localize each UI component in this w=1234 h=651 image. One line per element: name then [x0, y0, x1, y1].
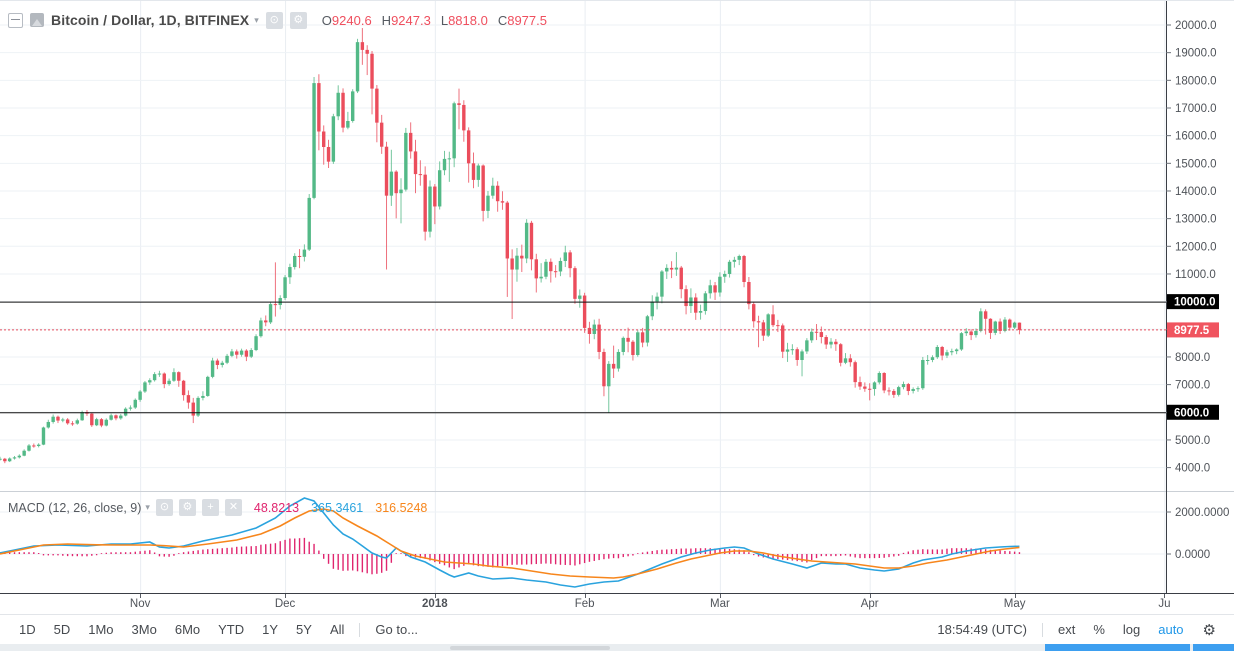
svg-text:8000.0: 8000.0 — [1175, 352, 1210, 364]
price-tag: 6000.0 — [1167, 404, 1219, 420]
gear-icon[interactable]: ⚙ — [289, 11, 307, 29]
macd-hist-value: 48.8213 — [253, 500, 300, 515]
range-buttons: 1D 5D 1Mo 3Mo 6Mo YTD 1Y 5Y All Go to... — [0, 619, 427, 640]
bottom-scroll-strip — [0, 644, 1234, 651]
chevron-down-icon[interactable]: ▾ — [145, 502, 150, 512]
time-axis[interactable]: Nov Dec 2018 Feb Mar Apr May Ju — [0, 594, 1234, 614]
compare-icon[interactable]: ⊙ — [265, 11, 283, 29]
close-value: 8977.5 — [507, 12, 547, 28]
exchange-logo-icon — [30, 13, 44, 27]
chevron-down-icon[interactable]: ▾ — [254, 14, 259, 25]
macd-values: 48.8213 365.3461 316.5248 — [254, 501, 427, 515]
macd-title[interactable]: MACD (12, 26, close, 9) — [8, 500, 142, 515]
time-axis-tick — [285, 594, 287, 598]
time-axis-label: May — [1003, 598, 1026, 610]
range-5y[interactable]: 5Y — [296, 622, 312, 637]
range-ytd[interactable]: YTD — [218, 622, 245, 637]
time-axis-tick — [1014, 594, 1016, 598]
time-axis-label: Feb — [574, 598, 595, 610]
macd-pane — [0, 497, 1021, 588]
svg-text:19000.0: 19000.0 — [1175, 48, 1217, 60]
toolbar-separator — [359, 622, 361, 637]
time-axis-label: Mar — [709, 598, 730, 610]
price-tag: 10000.0 — [1167, 294, 1219, 310]
time-axis-tick — [1164, 594, 1166, 598]
open-value: 9240.6 — [331, 12, 372, 28]
time-axis-tick — [140, 594, 142, 598]
time-axis-label: Apr — [860, 598, 879, 610]
time-axis-label: Nov — [129, 598, 151, 610]
scrollbar-thumb[interactable] — [450, 646, 610, 650]
svg-text:4000.0: 4000.0 — [1175, 463, 1210, 475]
time-axis-label: Dec — [274, 598, 296, 610]
symbol-header: Bitcoin / Dollar, 1D, BITFINEX ▾ ⊙ ⚙ O92… — [8, 11, 547, 29]
time-axis-tick — [869, 594, 871, 598]
auto-scale-toggle[interactable]: auto — [1158, 622, 1184, 637]
ohlc-readout: O9240.6 H9247.3 L8818.0 C8977.5 — [321, 12, 547, 28]
high-value: 9247.3 — [391, 12, 431, 28]
svg-text:8977.5: 8977.5 — [1174, 325, 1210, 337]
range-3mo[interactable]: 3Mo — [131, 622, 157, 637]
svg-text:20000.0: 20000.0 — [1175, 20, 1217, 32]
svg-text:18000.0: 18000.0 — [1175, 75, 1217, 87]
range-1d[interactable]: 1D — [19, 622, 36, 637]
svg-text:11000.0: 11000.0 — [1175, 269, 1216, 281]
svg-text:2000.0000: 2000.0000 — [1175, 507, 1229, 519]
svg-text:13000.0: 13000.0 — [1175, 214, 1217, 226]
close-icon[interactable]: ✕ — [224, 499, 242, 516]
goto-button[interactable]: Go to... — [375, 622, 419, 637]
time-axis-label: Ju — [1158, 598, 1171, 610]
blue-progress-bar — [1193, 644, 1234, 651]
bottom-toolbar: 1D 5D 1Mo 3Mo 6Mo YTD 1Y 5Y All Go to...… — [0, 614, 1234, 644]
gear-icon[interactable]: ⚙ — [178, 499, 196, 516]
range-6mo[interactable]: 6Mo — [174, 622, 201, 637]
svg-text:10000.0: 10000.0 — [1174, 297, 1216, 309]
collapse-pane-icon[interactable] — [8, 12, 23, 28]
price-axis: 20000.0 19000.0 18000.0 17000.0 16000.0 15000… — [1166, 20, 1229, 561]
toolbar-separator — [1041, 622, 1043, 637]
low-value: 8818.0 — [448, 12, 488, 28]
svg-text:16000.0: 16000.0 — [1175, 131, 1217, 143]
macd-line — [0, 497, 1020, 588]
svg-text:7000.0: 7000.0 — [1175, 380, 1210, 392]
macd-line-value: 365.3461 — [311, 500, 364, 515]
svg-text:0.0000: 0.0000 — [1175, 549, 1210, 561]
toolbar-right: 18:54:49 (UTC) ext % log auto ⚙ — [928, 619, 1234, 641]
add-icon[interactable]: + — [201, 499, 219, 516]
range-1mo[interactable]: 1Mo — [88, 622, 114, 637]
macd-signal-value: 316.5248 — [375, 500, 428, 515]
svg-text:14000.0: 14000.0 — [1175, 186, 1217, 198]
extended-hours-toggle[interactable]: ext — [1057, 622, 1076, 637]
range-all[interactable]: All — [329, 622, 345, 637]
macd-signal-line — [0, 508, 1020, 579]
time-axis-tick — [584, 594, 586, 598]
svg-text:5000.0: 5000.0 — [1175, 435, 1210, 447]
compare-icon[interactable]: ⊙ — [155, 499, 173, 516]
time-axis-tick — [434, 594, 436, 598]
chart-canvas[interactable]: 20000.0 19000.0 18000.0 17000.0 16000.0 15000… — [0, 1, 1234, 594]
symbol-title[interactable]: Bitcoin / Dollar, 1D, BITFINEX — [51, 12, 250, 28]
horizontal-lines — [0, 301, 1166, 414]
svg-text:12000.0: 12000.0 — [1175, 241, 1217, 253]
percent-scale-toggle[interactable]: % — [1093, 622, 1105, 637]
range-5d[interactable]: 5D — [53, 622, 71, 637]
log-scale-toggle[interactable]: log — [1122, 622, 1141, 637]
gear-icon[interactable]: ⚙ — [1202, 621, 1216, 639]
price-tag: 8977.5 — [1167, 322, 1219, 338]
time-axis-label: 2018 — [422, 598, 448, 610]
candles — [0, 28, 1022, 464]
blue-progress-bar — [1045, 644, 1190, 651]
clock-utc[interactable]: 18:54:49 (UTC) — [937, 622, 1027, 637]
range-1y[interactable]: 1Y — [262, 622, 279, 637]
macd-header: MACD (12, 26, close, 9) ▾ ⊙ ⚙ + ✕ 48.821… — [8, 499, 427, 516]
svg-text:15000.0: 15000.0 — [1175, 158, 1217, 170]
svg-text:6000.0: 6000.0 — [1174, 407, 1209, 419]
time-axis-tick — [719, 594, 721, 598]
svg-text:17000.0: 17000.0 — [1175, 103, 1217, 115]
